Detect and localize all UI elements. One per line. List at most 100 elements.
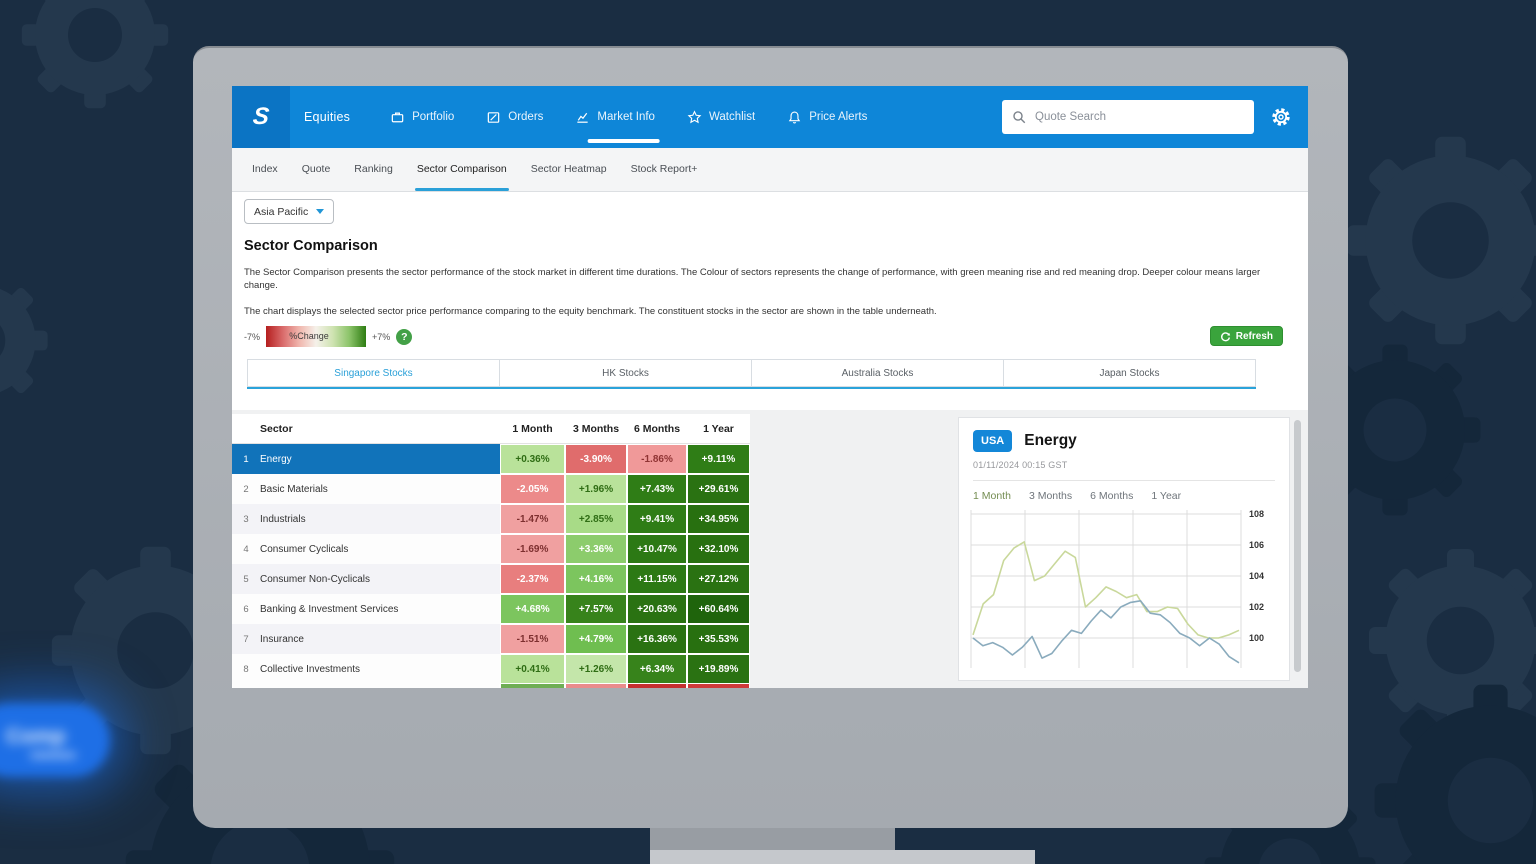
sector-name-cell: 3 Industrials — [232, 504, 500, 534]
transition-caption: Comp — [0, 703, 110, 777]
performance-cell: -1.47% — [500, 504, 565, 534]
table-row[interactable]: 1 Energy +0.36% -3.90% -1.86% +9.11% — [232, 444, 750, 474]
bell-icon — [788, 110, 801, 123]
column-header: Sector — [260, 422, 293, 435]
table-row[interactable]: 5 Consumer Non-Cyclicals -2.37% +4.16% +11.1… — [232, 564, 750, 594]
table-row[interactable]: 7 Insurance -1.51% +4.79% +16.36% +35.53% — [232, 624, 750, 654]
svg-text:108: 108 — [1249, 509, 1264, 519]
pencil-icon — [488, 111, 500, 123]
nav-item-portfolio[interactable]: Portfolio — [390, 86, 454, 148]
transition-caption-underline — [30, 753, 76, 758]
performance-cell: +7.57% — [565, 594, 627, 624]
market-tabs: Singapore Stocks HK Stocks Australia Stock… — [247, 359, 1256, 389]
sector-name: Consumer Cyclicals — [260, 543, 349, 555]
legend-gradient-bar: %Change — [266, 326, 367, 347]
tab-ranking[interactable]: Ranking — [354, 163, 393, 175]
table-row[interactable]: 4 Consumer Cyclicals -1.69% +3.36% +10.47% +3… — [232, 534, 750, 564]
nav-item-watchlist[interactable]: Watchlist — [687, 86, 755, 148]
sector-name-cell: 5 Consumer Non-Cyclicals — [232, 564, 500, 594]
divider — [973, 480, 1275, 481]
performance-cell: +0.41% — [500, 654, 565, 684]
performance-cell: +3.36% — [565, 534, 627, 564]
table-row[interactable]: 8 Collective Investments +0.41% +1.26% +6.34… — [232, 654, 750, 684]
app-screen: S Equities Portfolio Orders Market Info Wat… — [232, 86, 1308, 688]
chevron-down-icon — [316, 209, 324, 214]
nav-item-label: Portfolio — [412, 111, 455, 123]
legend-max-label: +7% — [372, 331, 391, 342]
performance-cell: +4.68% — [500, 594, 565, 624]
settings-button[interactable] — [1270, 106, 1292, 128]
row-number: 8 — [243, 663, 249, 675]
search-input[interactable] — [1035, 111, 1235, 123]
market-tab-japan-stocks[interactable]: Japan Stocks — [1003, 359, 1256, 387]
performance-cell: +7.43% — [627, 474, 687, 504]
row-number: 4 — [243, 543, 249, 555]
region-dropdown[interactable]: Asia Pacific — [244, 199, 334, 224]
vertical-scrollbar[interactable] — [1294, 420, 1301, 672]
tab-sector-heatmap[interactable]: Sector Heatmap — [530, 163, 607, 175]
tab-index[interactable]: Index — [252, 163, 278, 175]
sector-detail-card: USA Energy 01/11/2024 00:15 GST 1 Month 3… — [958, 417, 1290, 681]
performance-cell-partial — [687, 684, 750, 688]
period-tab-1-month[interactable]: 1 Month — [973, 490, 1011, 502]
table-row[interactable]: 3 Industrials -1.47% +2.85% +9.41% +34.95% — [232, 504, 750, 534]
quote-search-box[interactable] — [1002, 100, 1254, 134]
performance-cell: -1.69% — [500, 534, 565, 564]
market-tab-hk-stocks[interactable]: HK Stocks — [499, 359, 751, 387]
row-number: 7 — [243, 633, 249, 645]
performance-cell: +11.15% — [627, 564, 687, 594]
market-tab-singapore-stocks[interactable]: Singapore Stocks — [247, 359, 499, 387]
refresh-button[interactable]: Refresh — [1209, 326, 1283, 346]
help-icon[interactable]: ? — [396, 328, 413, 345]
tab-sector-comparison[interactable]: Sector Comparison — [414, 148, 509, 191]
app-title: Equities — [304, 110, 351, 124]
nav-item-orders[interactable]: Orders — [486, 86, 543, 148]
nav-item-label: Watchlist — [708, 111, 756, 123]
svg-text:104: 104 — [1249, 571, 1264, 581]
gear-decoration-icon — [21, 0, 169, 109]
performance-cell: -2.05% — [500, 474, 565, 504]
sector-name-cell: 2 Basic Materials — [232, 474, 500, 504]
table-header-row: Sector 1 Month 3 Months 6 Months 1 Year — [232, 414, 750, 444]
period-tab-3-months[interactable]: 3 Months — [1028, 490, 1073, 502]
performance-cell: -1.86% — [627, 444, 687, 474]
sector-detail-title: Energy — [1024, 432, 1077, 449]
brand-logo[interactable]: S — [232, 86, 290, 148]
table-row-partial — [232, 684, 750, 688]
performance-cell: +16.36% — [627, 624, 687, 654]
nav-item-market-info[interactable]: Market Info — [575, 86, 655, 148]
table-row[interactable]: 6 Banking & Investment Services +4.68% +7.5… — [232, 594, 750, 624]
region-dropdown-value: Asia Pacific — [254, 205, 309, 218]
quote-timestamp: 01/11/2024 00:15 GST — [973, 460, 1068, 470]
table-row[interactable]: 2 Basic Materials -2.05% +1.96% +7.43% +29.61… — [232, 474, 750, 504]
period-tab-1-year[interactable]: 1 Year — [1151, 490, 1182, 502]
sector-name: Basic Materials — [260, 483, 328, 495]
performance-cell: +9.41% — [627, 504, 687, 534]
sector-name-cell: 8 Collective Investments — [232, 654, 500, 684]
change-color-legend: -7% %Change +7% ? — [244, 326, 413, 347]
results-section: Sector 1 Month 3 Months 6 Months 1 Year 1 Ener… — [232, 410, 1308, 688]
chart-period-tabs: 1 Month 3 Months 6 Months 1 Year — [959, 481, 1289, 502]
nav-item-price-alerts[interactable]: Price Alerts — [787, 86, 867, 148]
period-tab-6-months[interactable]: 6 Months — [1090, 490, 1134, 502]
sector-name-cell: 6 Banking & Investment Services — [232, 594, 500, 624]
country-badge: USA — [973, 430, 1013, 452]
sector-name: Energy — [260, 453, 292, 465]
tab-stock-report-[interactable]: Stock Report+ — [630, 163, 698, 175]
legend-bar-label: %Change — [289, 331, 329, 341]
performance-cell: +1.96% — [565, 474, 627, 504]
row-number: 6 — [243, 603, 249, 615]
legend-min-label: -7% — [244, 331, 261, 342]
performance-cell: +9.11% — [687, 444, 750, 474]
column-header: 1 Year — [703, 422, 734, 435]
column-header: 1 Month — [512, 422, 553, 435]
sector-name-cell: 4 Consumer Cyclicals — [232, 534, 500, 564]
nav-item-label: Price Alerts — [809, 111, 868, 123]
performance-cell: +34.95% — [687, 504, 750, 534]
gear-decoration-icon — [0, 287, 48, 393]
market-tab-australia-stocks[interactable]: Australia Stocks — [751, 359, 1003, 387]
line-chart: 108 106 104 102 100 — [970, 509, 1264, 668]
gear-decoration-icon — [1374, 684, 1536, 864]
row-number: 1 — [243, 453, 249, 465]
tab-quote[interactable]: Quote — [301, 163, 331, 175]
